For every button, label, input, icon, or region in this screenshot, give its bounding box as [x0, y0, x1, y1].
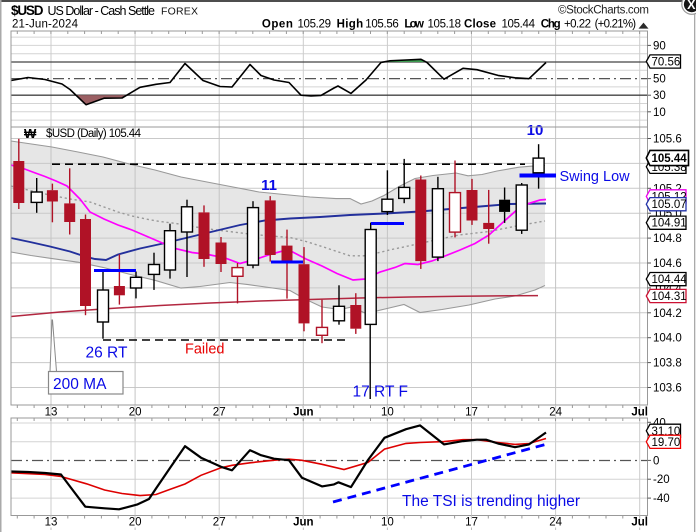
svg-text:104.8: 104.8 — [653, 233, 682, 245]
svg-text:17: 17 — [465, 517, 478, 529]
svg-text:70.56: 70.56 — [652, 57, 681, 69]
svg-text:13: 13 — [45, 517, 58, 529]
svg-text:$USD: $USD — [11, 3, 44, 18]
svg-text:10: 10 — [381, 517, 394, 529]
svg-text:17 RT F: 17 RT F — [353, 384, 408, 401]
svg-text:105.56: 105.56 — [365, 19, 399, 31]
svg-text:50: 50 — [653, 74, 666, 86]
svg-text:US Dollar - Cash Settle: US Dollar - Cash Settle — [48, 4, 156, 18]
svg-text:24: 24 — [549, 407, 562, 419]
svg-text:105.07: 105.07 — [652, 199, 687, 211]
svg-text:10: 10 — [381, 407, 394, 419]
svg-text:105.44: 105.44 — [652, 153, 688, 165]
svg-text:104.44: 104.44 — [652, 274, 688, 286]
svg-text:27: 27 — [213, 517, 226, 529]
svg-text:105.18: 105.18 — [428, 19, 462, 31]
svg-text:26 RT: 26 RT — [86, 345, 128, 362]
svg-text:FOREX: FOREX — [161, 6, 198, 18]
svg-text:105.44: 105.44 — [502, 19, 536, 31]
svg-text:104.31: 104.31 — [652, 291, 687, 303]
svg-text:©StockCharts.com: ©StockCharts.com — [558, 5, 649, 17]
svg-text:High: High — [337, 19, 364, 31]
svg-text:20: 20 — [129, 517, 142, 529]
svg-text:Open: Open — [262, 19, 293, 31]
svg-text:X: X — [687, 0, 696, 12]
svg-text:Failed: Failed — [185, 342, 225, 358]
svg-text:Jun: Jun — [293, 407, 313, 419]
svg-text:17: 17 — [465, 407, 478, 419]
svg-text:30: 30 — [653, 90, 666, 102]
svg-text:20: 20 — [129, 407, 142, 419]
svg-text:90: 90 — [653, 40, 666, 52]
svg-text:(+0.21%): (+0.21%) — [595, 19, 637, 31]
svg-text:+0.22: +0.22 — [564, 19, 591, 31]
svg-text:Low: Low — [404, 19, 424, 31]
svg-text:105.6: 105.6 — [653, 134, 682, 146]
svg-text:-20: -20 — [653, 474, 670, 486]
svg-text:10: 10 — [527, 122, 544, 139]
svg-text:The TSI is trending higher: The TSI is trending higher — [402, 493, 580, 510]
svg-text:Jun: Jun — [293, 517, 313, 529]
svg-text:10: 10 — [653, 107, 666, 119]
svg-text:104.91: 104.91 — [652, 218, 687, 230]
svg-text:Swing Low: Swing Low — [560, 169, 631, 185]
svg-text:21-Jun-2024: 21-Jun-2024 — [12, 19, 79, 31]
svg-text:-40: -40 — [653, 493, 670, 505]
svg-text:Chg: Chg — [541, 19, 561, 31]
svg-text:105.29: 105.29 — [298, 19, 332, 31]
svg-text:Close: Close — [464, 19, 496, 31]
svg-text:0: 0 — [653, 455, 659, 467]
svg-text:Jul: Jul — [631, 517, 648, 529]
svg-text:103.6: 103.6 — [653, 383, 682, 395]
svg-text:104.2: 104.2 — [653, 308, 682, 320]
svg-text:27: 27 — [213, 407, 226, 419]
svg-text:13: 13 — [45, 407, 58, 419]
svg-text:$USD (Daily) 105.44: $USD (Daily) 105.44 — [46, 128, 142, 140]
svg-text:11: 11 — [261, 177, 277, 194]
svg-text:19.70: 19.70 — [652, 437, 681, 449]
svg-text:₩: ₩ — [24, 126, 37, 141]
svg-text:24: 24 — [549, 517, 562, 529]
svg-text:104.6: 104.6 — [653, 258, 682, 270]
svg-text:103.8: 103.8 — [653, 358, 682, 370]
svg-text:Jul: Jul — [631, 407, 648, 419]
svg-text:104.0: 104.0 — [653, 333, 682, 345]
svg-text:200 MA: 200 MA — [53, 376, 107, 393]
